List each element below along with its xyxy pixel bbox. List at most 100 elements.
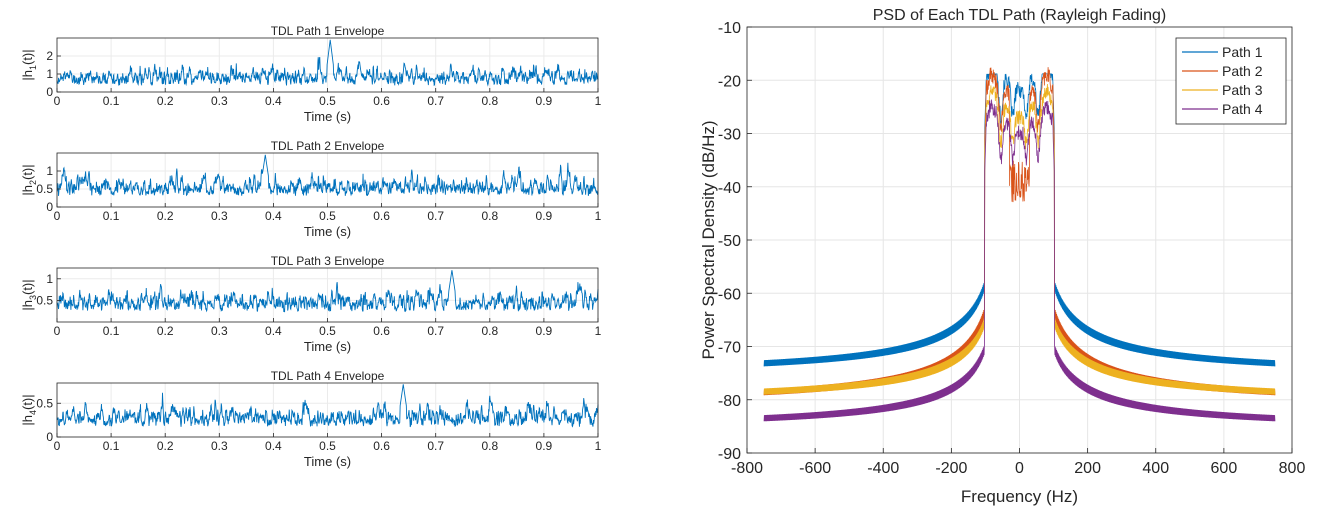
subplot-path-3-envelope: TDL Path 3 Envelope Time (s) |h3(t)| 0 0.… — [20, 254, 602, 354]
psd-x-tick-label: 0 — [1015, 460, 1024, 477]
psd-series-line-path-1 — [763, 73, 1276, 367]
x-tick-label: 0.4 — [265, 209, 282, 223]
y-axis-label: |h4(t)| — [20, 394, 38, 425]
psd-y-tick-label: -10 — [718, 20, 741, 37]
subplot-path-2-envelope: TDL Path 2 Envelope Time (s) |h2(t)| 0 0.… — [20, 139, 602, 239]
x-tick-label: 0.7 — [427, 324, 444, 338]
x-tick-label: 0.7 — [427, 94, 444, 108]
x-tick-label: 0.8 — [481, 94, 498, 108]
legend-label-path-4: Path 4 — [1222, 101, 1263, 117]
x-tick-label: 0 — [54, 439, 61, 453]
psd-x-tick-label: 600 — [1211, 460, 1238, 477]
y-axis-label: |h3(t)| — [20, 279, 38, 310]
y-tick-label: 1 — [46, 164, 53, 178]
x-tick-label: 0.1 — [103, 439, 120, 453]
x-tick-label: 0.3 — [211, 439, 228, 453]
psd-y-tick-label: -80 — [718, 393, 741, 410]
x-tick-label: 0.4 — [265, 439, 282, 453]
x-tick-label: 0.1 — [103, 324, 120, 338]
envelope-line — [56, 154, 599, 197]
x-tick-label: 0.5 — [319, 324, 336, 338]
x-tick-label: 0.5 — [319, 439, 336, 453]
x-tick-label: 0 — [54, 324, 61, 338]
x-tick-label: 0.6 — [373, 324, 390, 338]
x-tick-label: 0.9 — [536, 324, 553, 338]
psd-y-tick-label: -40 — [718, 180, 741, 197]
psd-x-axis-label: Frequency (Hz) — [961, 487, 1078, 506]
psd-y-tick-label: -20 — [718, 73, 741, 90]
legend-label-path-3: Path 3 — [1222, 82, 1263, 98]
psd-y-tick-label: -70 — [718, 340, 741, 357]
x-tick-label: 0.5 — [319, 209, 336, 223]
envelope-line — [56, 39, 599, 87]
x-axis-label: Time (s) — [304, 339, 351, 354]
y-tick-label: 0.5 — [36, 182, 53, 196]
subplot-path-4-envelope: TDL Path 4 Envelope Time (s) |h4(t)| 0 0.… — [20, 369, 602, 469]
psd-y-tick-label: -50 — [718, 233, 741, 250]
x-tick-label: 0.4 — [265, 94, 282, 108]
y-tick-label: 0.5 — [36, 293, 53, 307]
x-tick-label: 0.7 — [427, 439, 444, 453]
x-tick-label: 0.6 — [373, 94, 390, 108]
y-tick-label: 2 — [46, 49, 53, 63]
x-axis-label: Time (s) — [304, 109, 351, 124]
psd-x-tick-label: -400 — [867, 460, 899, 477]
legend-label-path-2: Path 2 — [1222, 63, 1263, 79]
subplot-path-1-envelope: TDL Path 1 Envelope Time (s) |h1(t)| 0 0.… — [20, 24, 602, 124]
psd-series-line-path-3 — [763, 83, 1276, 395]
psd-x-tick-label: -600 — [799, 460, 831, 477]
x-tick-label: 0 — [54, 94, 61, 108]
x-tick-label: 1 — [595, 324, 602, 338]
x-tick-label: 0.2 — [157, 94, 174, 108]
psd-x-tick-label: -200 — [935, 460, 967, 477]
psd-legend: Path 1 Path 2 Path 3 Path 4 — [1175, 37, 1287, 125]
psd-x-tick-label: -800 — [731, 460, 763, 477]
x-tick-label: 0.3 — [211, 324, 228, 338]
psd-y-tick-label: -60 — [718, 286, 741, 303]
x-tick-label: 0.7 — [427, 209, 444, 223]
psd-x-tick-label: 200 — [1074, 460, 1101, 477]
x-axis-label: Time (s) — [304, 454, 351, 469]
psd-chart: PSD of Each TDL Path (Rayleigh Fading) F… — [699, 7, 1305, 506]
legend-label-path-1: Path 1 — [1222, 44, 1263, 60]
x-tick-label: 0.2 — [157, 324, 174, 338]
subplot-title: TDL Path 1 Envelope — [271, 24, 385, 38]
y-tick-label: 1 — [46, 272, 53, 286]
x-tick-label: 0.1 — [103, 94, 120, 108]
y-tick-label: 1 — [46, 67, 53, 81]
y-tick-label: 0 — [46, 200, 53, 214]
psd-x-tick-label: 800 — [1279, 460, 1306, 477]
psd-series-group — [763, 67, 1276, 422]
y-axis-label: |h1(t)| — [20, 49, 38, 80]
psd-series-line-path-4 — [763, 99, 1276, 422]
psd-x-tick-label: 400 — [1142, 460, 1169, 477]
envelope-line — [56, 270, 599, 313]
x-tick-label: 0.9 — [536, 94, 553, 108]
x-tick-label: 1 — [595, 209, 602, 223]
envelope-line — [56, 384, 599, 428]
y-axis-label: |h2(t)| — [20, 164, 38, 195]
x-tick-label: 0.8 — [481, 324, 498, 338]
x-tick-label: 1 — [595, 94, 602, 108]
x-tick-label: 0.2 — [157, 209, 174, 223]
x-tick-label: 0.8 — [481, 209, 498, 223]
psd-y-tick-label: -30 — [718, 127, 741, 144]
psd-y-tick-label: -90 — [718, 446, 741, 463]
x-tick-label: 0 — [54, 209, 61, 223]
subplot-title: TDL Path 3 Envelope — [271, 254, 385, 268]
x-tick-label: 0.3 — [211, 209, 228, 223]
subplot-title: TDL Path 2 Envelope — [271, 139, 385, 153]
x-tick-label: 0.5 — [319, 94, 336, 108]
psd-title: PSD of Each TDL Path (Rayleigh Fading) — [873, 7, 1166, 24]
subplot-title: TDL Path 4 Envelope — [271, 369, 385, 383]
x-tick-label: 0.6 — [373, 209, 390, 223]
psd-y-axis-label: Power Spectral Density (dB/Hz) — [699, 120, 718, 359]
x-tick-label: 0.6 — [373, 439, 390, 453]
x-tick-label: 0.9 — [536, 209, 553, 223]
x-tick-label: 0.9 — [536, 439, 553, 453]
x-axis-label: Time (s) — [304, 224, 351, 239]
x-tick-label: 1 — [595, 439, 602, 453]
x-tick-label: 0.2 — [157, 439, 174, 453]
x-tick-label: 0.8 — [481, 439, 498, 453]
